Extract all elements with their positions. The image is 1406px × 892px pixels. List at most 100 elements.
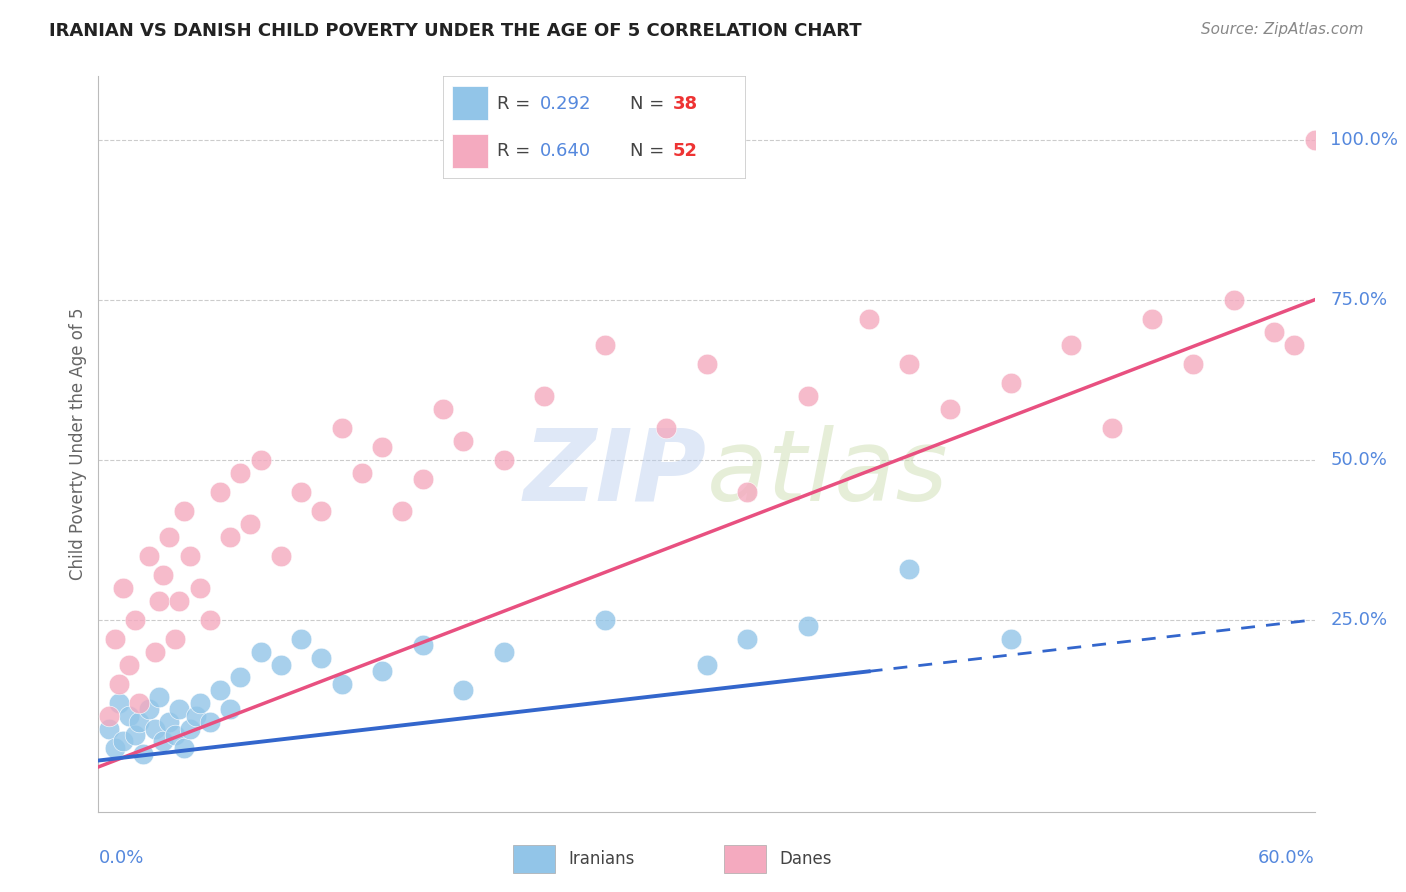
Point bbox=[290, 484, 312, 499]
Text: 50.0%: 50.0% bbox=[1330, 450, 1388, 469]
Point bbox=[188, 581, 211, 595]
Point bbox=[290, 632, 312, 646]
Text: Source: ZipAtlas.com: Source: ZipAtlas.com bbox=[1201, 22, 1364, 37]
Point bbox=[111, 581, 134, 595]
FancyBboxPatch shape bbox=[513, 845, 555, 872]
Point bbox=[330, 677, 353, 691]
Point bbox=[138, 549, 160, 563]
Point bbox=[124, 728, 146, 742]
Point bbox=[157, 715, 180, 730]
Point bbox=[898, 561, 921, 575]
Text: IRANIAN VS DANISH CHILD POVERTY UNDER THE AGE OF 5 CORRELATION CHART: IRANIAN VS DANISH CHILD POVERTY UNDER TH… bbox=[49, 22, 862, 40]
Point bbox=[118, 657, 141, 672]
Point bbox=[1182, 357, 1205, 371]
Point bbox=[453, 434, 475, 448]
Point bbox=[1284, 337, 1306, 351]
Point bbox=[1000, 632, 1022, 646]
Point bbox=[169, 593, 191, 607]
Text: 100.0%: 100.0% bbox=[1330, 131, 1399, 149]
Text: atlas: atlas bbox=[707, 425, 948, 522]
Text: R =: R = bbox=[498, 95, 536, 112]
Point bbox=[188, 696, 211, 710]
Point bbox=[432, 401, 454, 416]
Point bbox=[696, 357, 718, 371]
Point bbox=[128, 696, 150, 710]
Point bbox=[152, 568, 174, 582]
Point bbox=[157, 530, 180, 544]
Point bbox=[453, 683, 475, 698]
Point bbox=[249, 645, 271, 659]
Point bbox=[898, 357, 921, 371]
Point bbox=[143, 722, 166, 736]
FancyBboxPatch shape bbox=[451, 135, 488, 168]
Text: 25.0%: 25.0% bbox=[1330, 611, 1388, 629]
Point bbox=[198, 613, 221, 627]
Point bbox=[492, 645, 515, 659]
Point bbox=[118, 708, 141, 723]
Point bbox=[1142, 312, 1164, 326]
Point bbox=[533, 389, 555, 403]
Text: 0.292: 0.292 bbox=[540, 95, 591, 112]
Point bbox=[138, 702, 160, 716]
Point bbox=[593, 337, 616, 351]
Point bbox=[1101, 421, 1123, 435]
Text: Danes: Danes bbox=[779, 849, 831, 868]
Point bbox=[270, 549, 292, 563]
Point bbox=[128, 715, 150, 730]
Point bbox=[311, 504, 333, 518]
Point bbox=[173, 740, 195, 755]
Point bbox=[1263, 325, 1285, 339]
Point bbox=[104, 632, 127, 646]
Point bbox=[209, 484, 232, 499]
FancyBboxPatch shape bbox=[724, 845, 766, 872]
Point bbox=[735, 484, 758, 499]
Point bbox=[350, 466, 373, 480]
Point bbox=[1000, 376, 1022, 390]
Text: 75.0%: 75.0% bbox=[1330, 291, 1388, 309]
Point bbox=[209, 683, 232, 698]
Point bbox=[492, 452, 515, 467]
Point bbox=[239, 516, 262, 531]
Text: 38: 38 bbox=[672, 95, 697, 112]
Point bbox=[219, 702, 242, 716]
Point bbox=[371, 664, 394, 678]
Y-axis label: Child Poverty Under the Age of 5: Child Poverty Under the Age of 5 bbox=[69, 308, 87, 580]
Point bbox=[229, 466, 252, 480]
Point bbox=[219, 530, 242, 544]
Point bbox=[330, 421, 353, 435]
Point bbox=[593, 613, 616, 627]
Point bbox=[148, 593, 170, 607]
Point bbox=[165, 632, 187, 646]
Point bbox=[939, 401, 962, 416]
Point bbox=[179, 549, 201, 563]
Point bbox=[143, 645, 166, 659]
Point bbox=[111, 734, 134, 748]
FancyBboxPatch shape bbox=[451, 87, 488, 120]
Point bbox=[148, 690, 170, 704]
Point bbox=[184, 708, 207, 723]
Point bbox=[797, 619, 820, 633]
Point bbox=[107, 696, 129, 710]
Text: 0.640: 0.640 bbox=[540, 142, 591, 160]
Point bbox=[152, 734, 174, 748]
Point bbox=[97, 708, 120, 723]
Point bbox=[173, 504, 195, 518]
Point bbox=[198, 715, 221, 730]
Point bbox=[1222, 293, 1244, 307]
Point bbox=[165, 728, 187, 742]
Point bbox=[797, 389, 820, 403]
Point bbox=[858, 312, 880, 326]
Point bbox=[371, 440, 394, 454]
Text: N =: N = bbox=[630, 142, 671, 160]
Point bbox=[655, 421, 678, 435]
Text: 52: 52 bbox=[672, 142, 697, 160]
Point bbox=[1060, 337, 1083, 351]
Point bbox=[97, 722, 120, 736]
Text: N =: N = bbox=[630, 95, 671, 112]
Point bbox=[124, 613, 146, 627]
Text: ZIP: ZIP bbox=[523, 425, 707, 522]
Point bbox=[391, 504, 413, 518]
Point bbox=[104, 740, 127, 755]
Text: Iranians: Iranians bbox=[568, 849, 634, 868]
Point bbox=[735, 632, 758, 646]
